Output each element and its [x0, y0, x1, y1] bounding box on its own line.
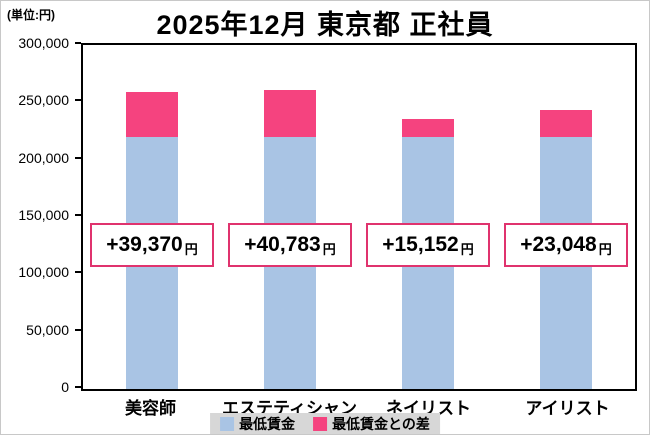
diff-segment [540, 110, 592, 137]
y-axis: 300,000 250,000 200,000 150,000 100,000 50,00… [1, 35, 81, 395]
y-tick-label: 100,000 [18, 264, 69, 281]
diff-label: +40,783 円 [228, 223, 352, 267]
diff-label: +39,370 円 [90, 223, 214, 267]
y-tick-mark [75, 214, 81, 216]
legend-label-diff: 最低賃金との差 [332, 415, 430, 432]
legend: 最低賃金 最低賃金との差 [210, 413, 440, 434]
diff-segment [264, 89, 316, 137]
category-label: アイリスト [525, 399, 610, 418]
yen-suffix: 円 [322, 241, 336, 257]
y-tick-label: 250,000 [18, 92, 69, 109]
y-tick-mark [75, 386, 81, 388]
y-tick-label: 200,000 [18, 149, 69, 166]
diff-segment [126, 91, 178, 137]
legend-swatch-min-wage [220, 416, 235, 431]
legend-label-min-wage: 最低賃金 [239, 415, 296, 432]
y-tick-label: 50,000 [26, 321, 69, 338]
bar-group: +23,048 円 [497, 45, 635, 389]
legend-item-diff: 最低賃金との差 [313, 414, 430, 434]
bar-group: +40,783 円 [221, 45, 359, 389]
diff-label: +23,048 円 [504, 223, 628, 267]
yen-suffix: 円 [184, 241, 198, 257]
bar-group: +15,152 円 [359, 45, 497, 389]
diff-label: +15,152 円 [366, 223, 490, 267]
y-tick-label: 0 [61, 379, 69, 395]
diff-segment [402, 119, 454, 137]
bar-group: +39,370 円 [83, 45, 221, 389]
y-tick-mark [75, 328, 81, 331]
y-tick-mark [75, 156, 81, 159]
yen-suffix: 円 [598, 241, 612, 257]
chart-title: 2025年12月 東京都 正社員 [156, 10, 494, 40]
y-tick-mark [75, 42, 81, 44]
plot-area: +39,370 円 +40,783 円 +15,152 円 +23,048 円 [81, 43, 637, 391]
y-tick-mark [75, 271, 81, 274]
category-label: 美容師 [125, 399, 176, 418]
y-tick-label: 300,000 [18, 35, 69, 51]
y-tick-mark [75, 99, 81, 102]
yen-suffix: 円 [460, 241, 474, 257]
unit-label: (単位:円) [7, 8, 55, 22]
legend-swatch-diff [313, 416, 328, 431]
legend-item-min-wage: 最低賃金 [220, 414, 295, 434]
y-tick-label: 150,000 [18, 207, 69, 223]
